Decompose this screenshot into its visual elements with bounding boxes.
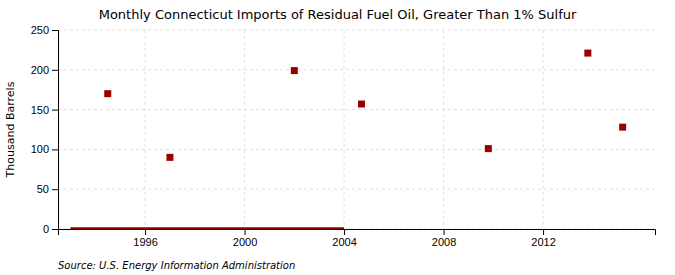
point (104, 90, 111, 97)
y-tick-label: 150 (31, 104, 49, 116)
x-grid-line (344, 30, 345, 229)
x-tick: 2012 (531, 229, 555, 248)
line (70, 227, 344, 229)
x-tick-mark (245, 229, 246, 235)
y-tick-mark (52, 189, 58, 190)
x-axis-line (59, 230, 656, 236)
x-tick: 2008 (432, 229, 456, 248)
y-tick-mark (52, 229, 58, 230)
x-axis: 1996 2000 2004 2008 2012 (59, 229, 656, 248)
x-tick: 1996 (133, 229, 157, 248)
y-tick: 50 (37, 183, 58, 195)
y-tick-mark (52, 110, 58, 111)
y-tick-label: 50 (37, 183, 49, 195)
marks (70, 50, 626, 229)
grid (58, 30, 655, 229)
y-axis: 0 50 100 150 200 250 (31, 24, 59, 235)
y-tick: 150 (31, 104, 58, 116)
point (358, 101, 365, 108)
x-tick-label: 1996 (133, 236, 157, 248)
y-tick-mark (52, 70, 58, 71)
x-tick-mark (344, 229, 345, 235)
title: Monthly Connecticut Imports of Residual … (99, 7, 577, 22)
source: Source: U.S. Energy Information Administ… (58, 260, 295, 271)
y-grid-line (58, 189, 655, 190)
x-grid-line (145, 30, 146, 229)
y-tick: 100 (31, 143, 58, 155)
y-axis-line (52, 31, 59, 230)
y-tick-mark (52, 149, 58, 150)
point (166, 154, 173, 161)
y-grid-line (58, 109, 655, 110)
point (619, 124, 626, 131)
x-tick-label: 2004 (332, 236, 356, 248)
x-tick-mark (444, 229, 445, 235)
x-grid-line (443, 30, 444, 229)
x-grid-line (543, 30, 544, 229)
x-tick-label: 2000 (233, 236, 257, 248)
y-tick: 0 (43, 223, 58, 235)
x-tick: 2000 (233, 229, 257, 248)
y-tick-label: 250 (31, 24, 49, 36)
x-tick-mark (543, 229, 544, 235)
point (584, 50, 591, 57)
x-tick-label: 2012 (531, 236, 555, 248)
y-grid-line (58, 149, 655, 150)
y-tick-label: 100 (31, 143, 49, 155)
y-axis-label: Thousand Barrels (4, 81, 17, 178)
y-grid-line (58, 69, 655, 70)
point (485, 145, 492, 152)
y-tick: 250 (31, 24, 58, 36)
chart: 1996 2000 2004 2008 2012 0 50 100 150 200 250 Month… (0, 0, 675, 275)
y-grid-line (58, 30, 655, 31)
y-tick-label: 0 (43, 223, 49, 235)
y-tick-mark (52, 30, 58, 31)
y-tick: 200 (31, 64, 58, 76)
x-tick-mark (145, 229, 146, 235)
plot: 1996 2000 2004 2008 2012 0 50 100 150 200 250 (31, 24, 656, 248)
point (291, 67, 298, 74)
x-tick-label: 2008 (432, 236, 456, 248)
y-tick-label: 200 (31, 64, 49, 76)
x-tick: 2004 (332, 229, 356, 248)
x-grid-line (244, 30, 245, 229)
